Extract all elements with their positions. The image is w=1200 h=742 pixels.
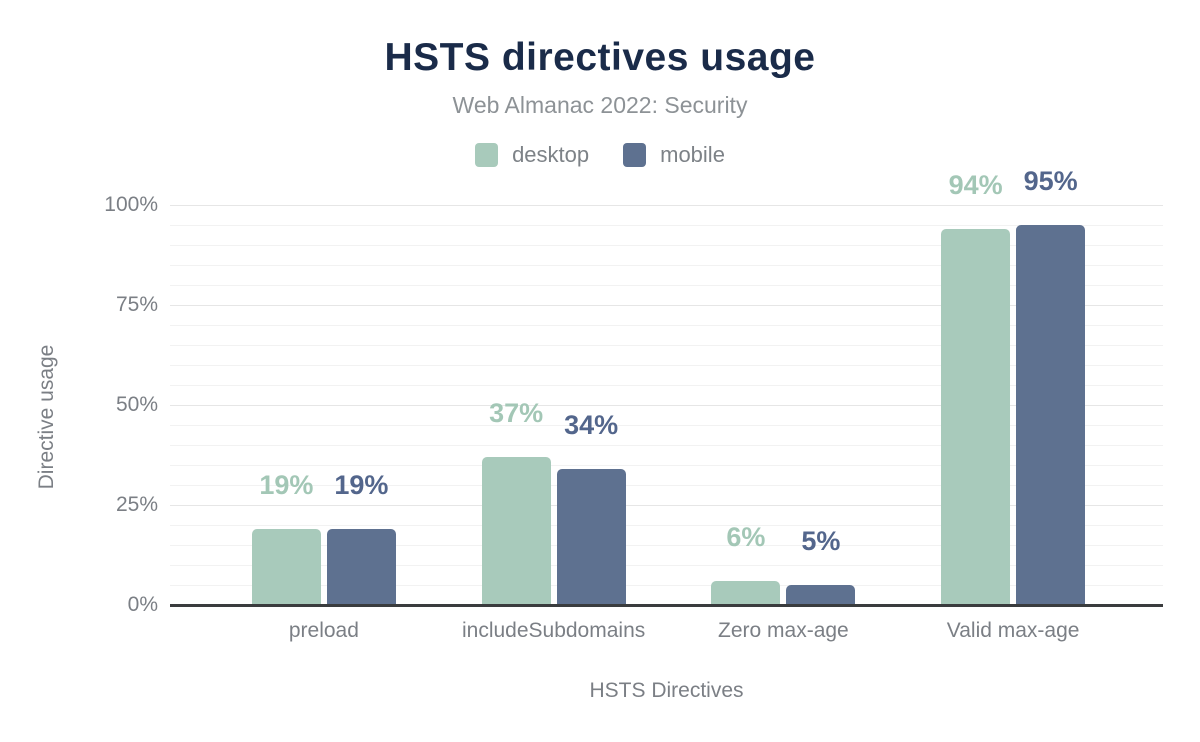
y-tick-75: 75%	[115, 293, 158, 316]
bar-mobile-includesubdomains[interactable]: 34%	[556, 412, 626, 605]
gridline-80	[170, 285, 1163, 286]
gridline-65	[170, 345, 1163, 346]
gridline-100	[170, 205, 1163, 206]
gridline-35	[170, 465, 1163, 466]
bar-value-mobile-valid-max-age: 95%	[1023, 166, 1078, 196]
bar-desktop-valid-max-age[interactable]: 94%	[941, 172, 1011, 605]
gridline-95	[170, 225, 1163, 226]
bar-value-mobile-includesubdomains: 34%	[564, 410, 619, 440]
bar-group-includesubdomains: 37% 34%	[439, 205, 669, 605]
bar-group-zero-max-age: 6% 5%	[669, 205, 899, 605]
gridline-5	[170, 585, 1163, 586]
y-tick-50: 50%	[115, 393, 158, 416]
bar-mobile-valid-max-age[interactable]: 95%	[1016, 168, 1086, 605]
bar-value-desktop-includesubdomains: 37%	[489, 398, 544, 428]
gridline-45	[170, 425, 1163, 426]
gridline-15	[170, 545, 1163, 546]
category-label-preload: preload	[288, 619, 359, 642]
bar-group-valid-max-age: 94% 95%	[898, 168, 1128, 605]
category-label-includesubdomains: includeSubdomains	[461, 619, 646, 642]
bar-desktop-zero-max-age[interactable]: 6%	[711, 524, 781, 605]
bar-value-mobile-zero-max-age: 5%	[801, 526, 841, 556]
legend-item-desktop[interactable]: desktop	[475, 142, 589, 168]
bar-groups: 19% 19% 37% 34% 6% 5% 94% 95%	[209, 168, 1128, 605]
legend-label-desktop: desktop	[512, 142, 590, 167]
bar-value-desktop-preload: 19%	[259, 470, 314, 500]
gridline-60	[170, 365, 1163, 366]
y-tick-25: 25%	[115, 493, 158, 516]
category-label-zero-max-age: Zero max-age	[718, 619, 849, 642]
bar-desktop-preload[interactable]: 19%	[251, 472, 321, 605]
legend-item-mobile[interactable]: mobile	[623, 142, 725, 168]
gridline-85	[170, 265, 1163, 266]
category-labels: preload includeSubdomains Zero max-age Vali…	[209, 619, 1128, 643]
gridline-75	[170, 305, 1163, 306]
bar-mobile-preload[interactable]: 19%	[326, 472, 396, 605]
y-axis-title: Directive usage	[35, 344, 58, 490]
chart-subtitle: Web Almanac 2022: Security	[452, 92, 748, 118]
bar-group-preload: 19% 19%	[209, 205, 439, 605]
x-axis-line	[170, 604, 1163, 607]
gridline-70	[170, 325, 1163, 326]
y-tick-100: 100%	[104, 193, 158, 216]
gridline-30	[170, 485, 1163, 486]
bar-value-desktop-valid-max-age: 94%	[948, 170, 1003, 200]
category-label-valid-max-age: Valid max-age	[946, 619, 1080, 642]
chart-title: HSTS directives usage	[384, 36, 816, 79]
legend-label-mobile: mobile	[660, 142, 725, 167]
y-tick-0: 0%	[127, 593, 158, 616]
chart-legend: desktop mobile	[0, 141, 1200, 169]
gridline-20	[170, 525, 1163, 526]
bar-value-mobile-preload: 19%	[334, 470, 389, 500]
bar-mobile-zero-max-age[interactable]: 5%	[786, 528, 856, 605]
gridline-25	[170, 505, 1163, 506]
gridline-40	[170, 445, 1163, 446]
gridline-10	[170, 565, 1163, 566]
bar-value-desktop-zero-max-age: 6%	[726, 522, 766, 552]
bar-desktop-includesubdomains[interactable]: 37%	[481, 400, 551, 605]
gridline-50	[170, 405, 1163, 406]
x-axis-title: HSTS Directives	[589, 679, 744, 702]
legend-swatch-mobile	[623, 143, 647, 167]
gridline-90	[170, 245, 1163, 246]
legend-swatch-desktop	[475, 143, 499, 167]
gridline-55	[170, 385, 1163, 386]
